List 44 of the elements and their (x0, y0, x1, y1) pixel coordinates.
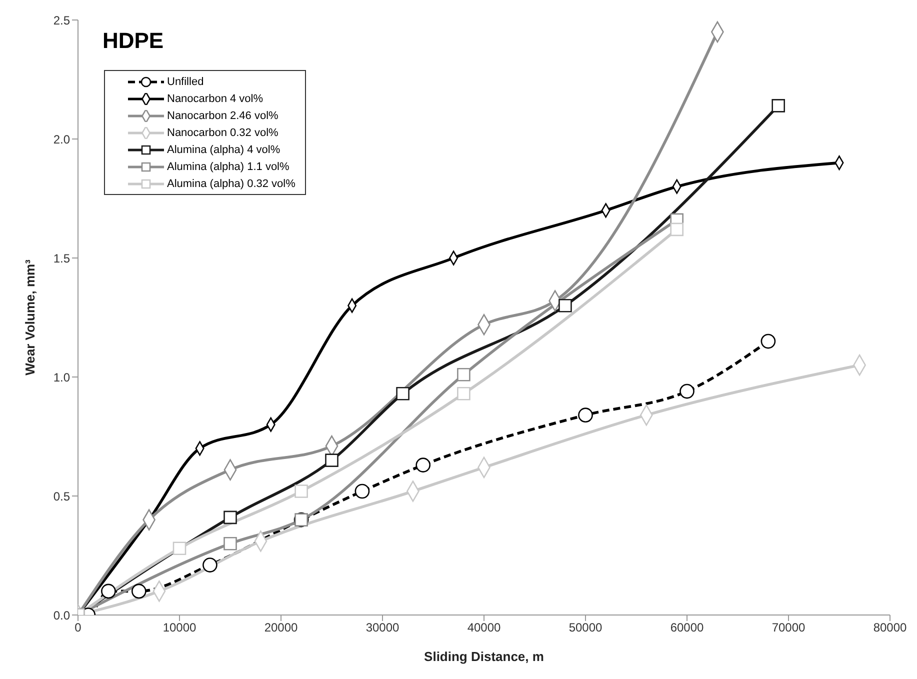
point (680, 384, 694, 399)
point (224, 510, 237, 524)
x-tick-label: 80000 (873, 620, 908, 635)
point (354, 484, 370, 499)
point (578, 408, 593, 422)
y-tick-label: 0.0 (53, 608, 70, 622)
x-axis-title: Sliding Distance, m (424, 649, 544, 664)
legend-label: Alumina (alpha) 0.32 vol% (167, 178, 296, 190)
point (202, 558, 218, 572)
point (416, 458, 431, 472)
point (558, 298, 572, 312)
x-tick-label: 0 (74, 620, 82, 635)
point (760, 334, 776, 349)
x-tick-label: 70000 (772, 620, 806, 635)
point (101, 584, 116, 599)
point (396, 387, 410, 400)
y-axis-title: Wear Volume, mm³ (22, 258, 38, 376)
y-tick-label: 0.5 (53, 489, 70, 504)
legend-label: Nanocarbon 4 vol% (167, 92, 264, 104)
x-tick-label: 20000 (264, 620, 298, 635)
chart-title: HDPE (102, 28, 164, 53)
point (772, 99, 785, 112)
y-tick-label: 2.0 (53, 132, 70, 146)
point (457, 387, 470, 400)
legend-label: Unfilled (167, 76, 204, 88)
point (325, 454, 338, 467)
y-tick-label: 1.5 (53, 251, 70, 266)
point (294, 484, 308, 498)
point (131, 584, 146, 599)
x-tick-label: 10000 (162, 620, 197, 635)
legend-label: Alumina (alpha) 1.1 vol% (167, 160, 290, 172)
legend-label: Nanocarbon 0.32 vol% (167, 126, 278, 138)
y-tick-label: 1.0 (53, 370, 70, 384)
point (670, 222, 684, 236)
legend-label: Alumina (alpha) 4 vol% (167, 144, 280, 156)
x-tick-label: 60000 (670, 620, 704, 635)
y-tick-label: 2.5 (53, 13, 70, 28)
x-tick-label: 30000 (366, 620, 400, 635)
point (224, 536, 237, 550)
x-tick-label: 40000 (467, 620, 502, 635)
legend-label: Nanocarbon 2.46 vol% (167, 110, 278, 122)
point (172, 542, 186, 556)
point (457, 368, 470, 382)
x-tick-label: 50000 (568, 620, 603, 635)
